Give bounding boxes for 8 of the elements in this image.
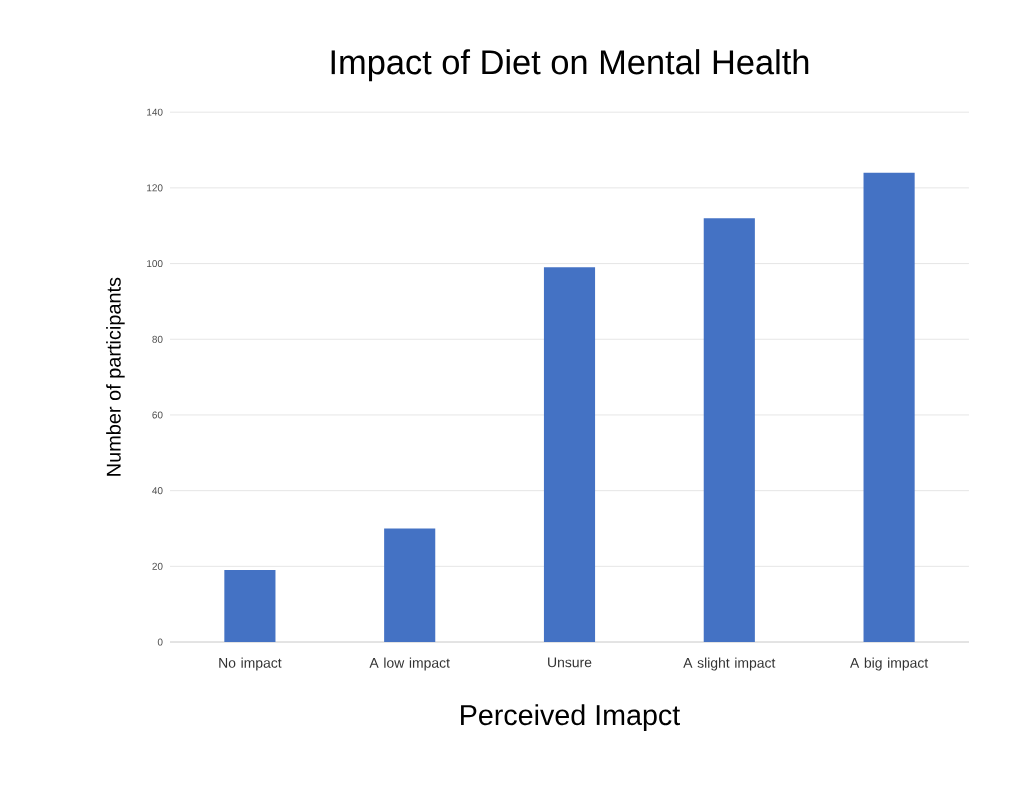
bar bbox=[224, 570, 276, 643]
y-axis-title: Number of participants bbox=[106, 277, 125, 476]
bar bbox=[863, 172, 915, 643]
x-axis-title: Perceived Imapct bbox=[461, 704, 681, 732]
bar bbox=[384, 528, 436, 643]
chart-title: Impact of Diet on Mental Health bbox=[331, 49, 809, 82]
bar bbox=[543, 267, 596, 643]
bar bbox=[703, 218, 755, 643]
